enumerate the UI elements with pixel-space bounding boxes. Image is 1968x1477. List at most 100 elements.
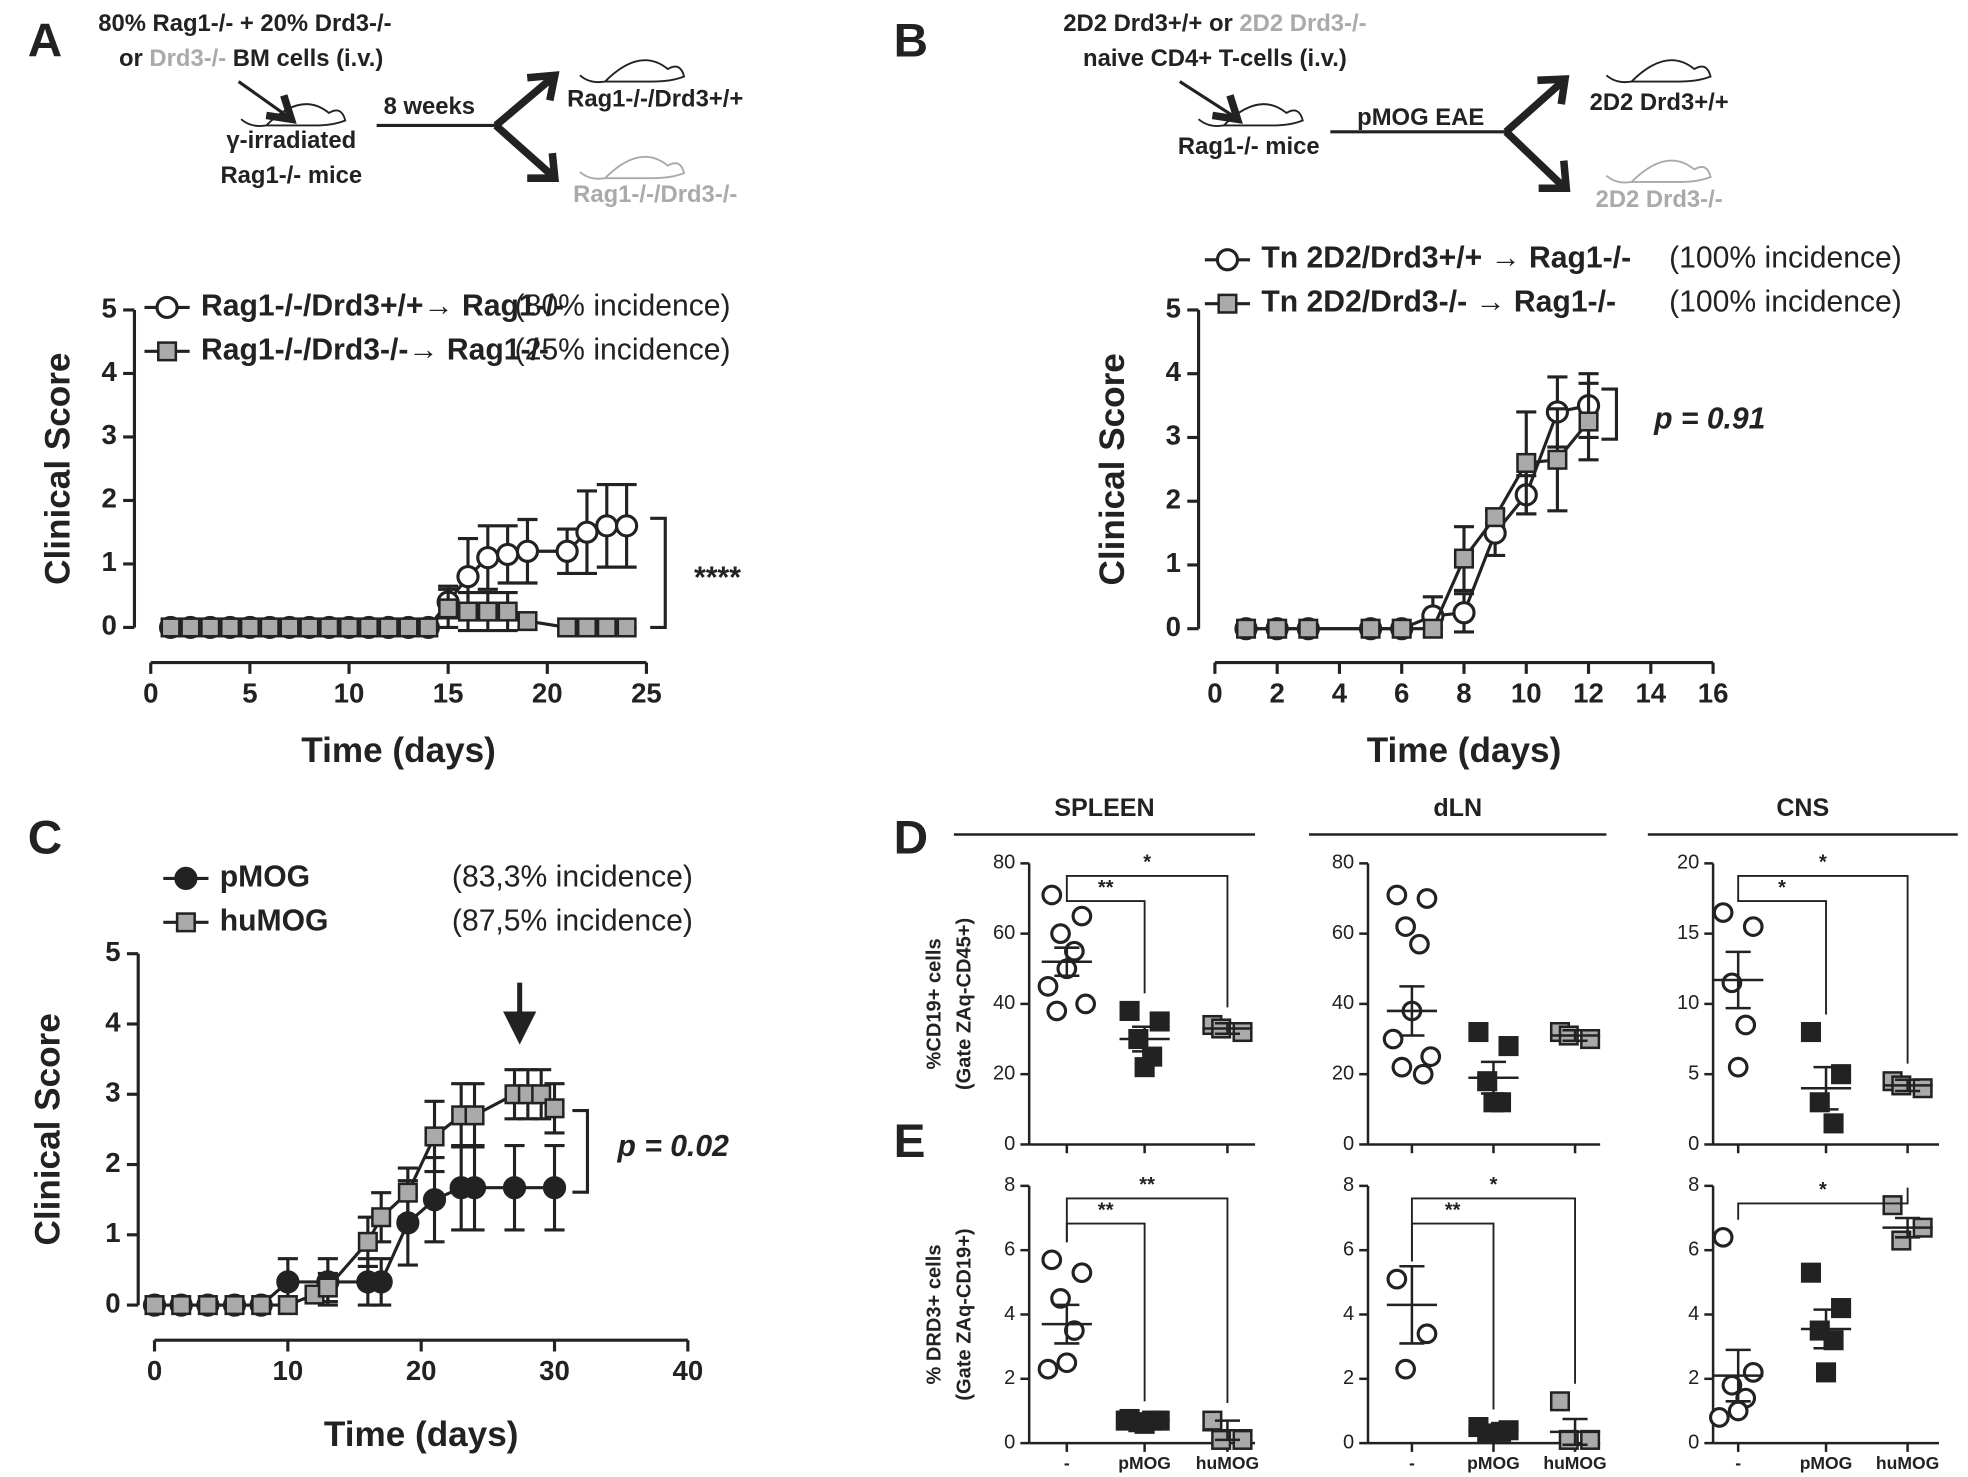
x-tick-label: huMOG bbox=[1876, 1453, 1939, 1473]
marker bbox=[276, 1270, 300, 1294]
marker bbox=[1134, 1413, 1155, 1434]
x-tick-label: 10 bbox=[334, 678, 365, 709]
legend-note: (80% incidence) bbox=[515, 289, 731, 322]
marker bbox=[398, 617, 419, 638]
marker bbox=[1815, 1362, 1837, 1383]
marker bbox=[438, 598, 459, 619]
marker bbox=[1809, 1092, 1830, 1113]
y-tick-label: 0 bbox=[1688, 1431, 1699, 1453]
series-line bbox=[1246, 420, 1590, 631]
marker bbox=[1912, 1078, 1933, 1099]
x-tick-label: 20 bbox=[406, 1355, 437, 1386]
marker bbox=[1037, 975, 1059, 997]
legend-note: (83,3% incidence) bbox=[452, 860, 693, 893]
marker bbox=[1712, 902, 1734, 923]
marker bbox=[1516, 452, 1537, 473]
significance-bracket bbox=[1737, 874, 1909, 1064]
marker bbox=[1386, 884, 1408, 906]
schematic-segment: Rag1-/- mice bbox=[220, 162, 362, 189]
marker bbox=[1823, 1330, 1844, 1351]
sem-bar bbox=[1895, 1216, 1921, 1239]
marker bbox=[418, 617, 439, 638]
significance-bracket bbox=[1737, 894, 1827, 1015]
panel-label: E bbox=[894, 1115, 926, 1168]
marker bbox=[171, 1295, 192, 1316]
x-tick-label: pMOG bbox=[1800, 1453, 1853, 1473]
marker bbox=[1547, 449, 1568, 470]
schematic-segment: Rag1-/-/Drd3+/+ bbox=[567, 86, 743, 113]
marker bbox=[1580, 1429, 1601, 1450]
marker bbox=[422, 1188, 447, 1212]
y-tick-label: 2 bbox=[1166, 483, 1181, 514]
schematic-segment: Rag1-/-/Drd3-/- bbox=[573, 181, 737, 208]
y-tick-label: 5 bbox=[102, 292, 117, 323]
y-tick-label: 80 bbox=[993, 852, 1015, 874]
sem-bar bbox=[1132, 1025, 1158, 1053]
x-tick-label: 8 bbox=[1456, 678, 1471, 709]
y-tick-label: 5 bbox=[105, 936, 120, 967]
x-tick-label: 14 bbox=[1635, 678, 1666, 709]
significance-label: * bbox=[1778, 877, 1786, 899]
marker bbox=[1050, 1288, 1071, 1309]
marker bbox=[616, 617, 637, 638]
y-tick-label: 5 bbox=[1166, 292, 1181, 323]
y-tick-label: 0 bbox=[102, 610, 117, 641]
significance-label: ** bbox=[1098, 1199, 1114, 1221]
x-axis-title: Time (days) bbox=[324, 1415, 519, 1454]
y-tick-label: 8 bbox=[1004, 1174, 1015, 1196]
marker bbox=[1056, 1352, 1078, 1374]
x-tick-label: 6 bbox=[1394, 678, 1409, 709]
significance-label: * bbox=[1490, 1174, 1498, 1196]
marker bbox=[464, 1105, 485, 1126]
marker bbox=[1041, 884, 1063, 906]
annotation: **** bbox=[693, 562, 741, 595]
schematic-a-arrows bbox=[237, 71, 1571, 192]
x-tick-label: 0 bbox=[1207, 678, 1222, 709]
marker bbox=[476, 545, 500, 570]
panel-label: A bbox=[28, 15, 62, 68]
marker bbox=[477, 601, 498, 622]
marker bbox=[358, 617, 379, 638]
series-line bbox=[154, 1186, 555, 1307]
y-axis-title: Clinical Score bbox=[39, 353, 78, 585]
x-tick-label: 15 bbox=[433, 678, 464, 709]
marker bbox=[371, 1207, 392, 1228]
y-tick-label: 2 bbox=[102, 483, 117, 514]
marker bbox=[1498, 1036, 1519, 1057]
marker bbox=[1452, 601, 1476, 625]
marker bbox=[144, 1295, 165, 1316]
y-tick-label: 0 bbox=[1343, 1431, 1354, 1453]
marker bbox=[1831, 1064, 1852, 1085]
marker bbox=[1468, 1021, 1489, 1043]
marker bbox=[1409, 933, 1430, 955]
marker bbox=[1485, 507, 1506, 528]
significance-bracket bbox=[1065, 877, 1146, 994]
y-tick-label: 40 bbox=[993, 992, 1015, 1014]
y-tick-label: 15 bbox=[1677, 922, 1699, 944]
marker bbox=[1063, 1320, 1085, 1341]
marker bbox=[1422, 618, 1443, 639]
x-tick-label: 12 bbox=[1573, 678, 1604, 709]
y-tick-label: 1 bbox=[1166, 547, 1181, 578]
significance-bracket bbox=[1065, 874, 1229, 1008]
legend-label: Rag1-/-/Drd3-/-→ Rag1-/- bbox=[201, 333, 549, 366]
sem-bar bbox=[1813, 1308, 1839, 1350]
sem-bar bbox=[1480, 1425, 1507, 1435]
y-axis-title: %CD19+ cells bbox=[923, 938, 945, 1069]
marker bbox=[544, 1098, 565, 1119]
sem-bar bbox=[1054, 946, 1080, 978]
marker bbox=[197, 1295, 218, 1316]
marker bbox=[1800, 1262, 1822, 1283]
sem-bar bbox=[1725, 1348, 1751, 1403]
schematic-segment: pMOG EAE bbox=[1357, 105, 1484, 132]
x-tick-label: 20 bbox=[532, 678, 563, 709]
x-axis-title: Time (days) bbox=[1367, 731, 1562, 770]
schematic-text: or Drd3-/- BM cells (i.v.) bbox=[119, 46, 383, 73]
schematic-text: Rag1-/- mice bbox=[220, 162, 362, 189]
y-tick-label: 1 bbox=[105, 1217, 120, 1248]
y-tick-label: 5 bbox=[1688, 1062, 1699, 1084]
schematic-text: Rag1-/- mice bbox=[1178, 133, 1320, 160]
schematic-text: γ-irradiated bbox=[226, 127, 356, 154]
significance-bracket bbox=[650, 516, 667, 630]
